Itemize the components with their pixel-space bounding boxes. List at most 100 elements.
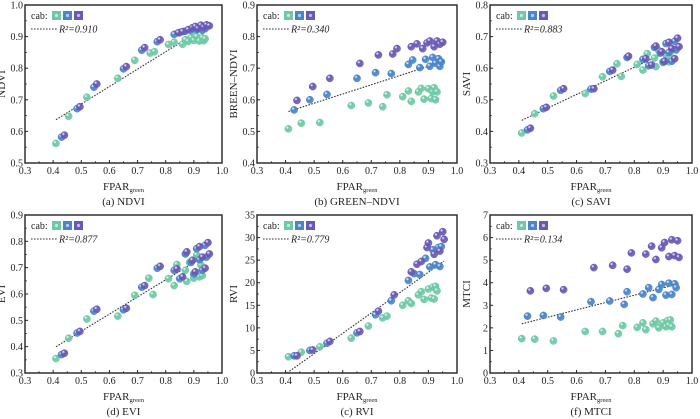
x-tick-label: 0.5 (75, 376, 88, 387)
legend-swatch-dot (297, 223, 302, 228)
series-cab-low (284, 83, 441, 133)
x-tick-label: 0.6 (336, 376, 349, 387)
data-point (556, 313, 565, 321)
y-tick-label: 20 (245, 278, 255, 289)
data-point (420, 295, 428, 304)
data-point (526, 286, 535, 295)
data-point (326, 337, 334, 346)
data-point (433, 231, 441, 240)
y-tick-label: 0.5 (11, 159, 24, 170)
x-tick-label: 0.5 (308, 376, 321, 387)
data-point (598, 327, 607, 336)
x-tick-label: 0.9 (422, 166, 435, 177)
data-point (398, 301, 407, 310)
legend-swatch-dot (530, 223, 535, 228)
data-point (204, 238, 212, 247)
x-tick-label: 0.4 (279, 166, 292, 177)
data-point (198, 253, 207, 261)
x-tick-label: 0.9 (657, 376, 670, 387)
legend-swatch-dot (286, 223, 291, 228)
legend-swatch-dot (65, 223, 70, 228)
data-point (293, 96, 301, 105)
data-point (374, 51, 383, 59)
data-point (605, 297, 614, 305)
data-point (181, 266, 190, 275)
x-tick-label: 1.0 (216, 376, 229, 387)
x-tick-label: 1.0 (686, 166, 699, 177)
data-point (549, 337, 558, 345)
y-tick-label: 0.8 (243, 32, 256, 43)
y-tick-label: 0.4 (11, 342, 24, 353)
y-tick-label: 0.9 (243, 1, 256, 12)
y-tick-label: 0.7 (11, 263, 24, 274)
data-point (170, 281, 179, 290)
data-point (670, 54, 679, 63)
data-point (114, 312, 122, 320)
x-tick-label: 0.3 (251, 376, 264, 387)
y-axis-title: NDVI (0, 70, 8, 98)
data-point (164, 274, 173, 283)
legend-r2: R²=0.910 (58, 25, 97, 36)
legend-swatch-dot (76, 223, 81, 228)
data-point (598, 72, 607, 81)
y-tick-label: 4 (483, 278, 488, 289)
series-cab-high (293, 227, 448, 360)
data-point (52, 354, 60, 363)
data-point (284, 125, 293, 133)
y-tick-label: 0.5 (243, 127, 256, 138)
data-point (641, 325, 650, 334)
data-point (581, 327, 590, 336)
x-tick-label: 1.0 (451, 376, 464, 387)
y-tick-label: 0 (483, 369, 488, 380)
legend: cab: R²=0.910 (31, 11, 97, 36)
y-tick-label: 0.6 (476, 64, 489, 75)
panel-a: 0.3 0.4 0.5 0.6 0.7 0.8 0.9 1.0 0.5 0.6 0.7 0.8 0.9 1… (0, 1, 228, 209)
y-tick-label: 0.6 (243, 95, 256, 106)
y-tick-label: 30 (245, 233, 255, 244)
panel-caption: (d) EVI (107, 406, 141, 418)
data-point (652, 255, 660, 264)
data-point (383, 312, 391, 320)
data-point (650, 54, 659, 62)
legend-label: cab: (263, 221, 280, 232)
legend-label: cab: (31, 11, 48, 22)
legend-swatch-dot (54, 223, 59, 228)
data-point (542, 103, 551, 112)
x-tick-label: 0.5 (308, 166, 321, 177)
data-point (156, 262, 164, 271)
data-point (652, 42, 660, 50)
x-tick-label: 0.8 (394, 166, 407, 177)
x-tick-label: 0.7 (599, 166, 612, 177)
data-point (130, 56, 139, 65)
x-tick-label: 0.9 (422, 376, 435, 387)
data-point (647, 61, 656, 69)
y-tick-label: 0 (250, 369, 255, 380)
data-point (666, 316, 675, 324)
y-tick-label: 0.9 (11, 32, 24, 43)
panel-f: 0.3 0.4 0.5 0.6 0.7 0.8 0.9 1.0 0 1 2 3 4 5 6 7 FPARgree… (461, 211, 698, 419)
y-axis-title: SAVI (461, 72, 473, 97)
data-point (438, 227, 447, 236)
x-tick-label: 0.7 (365, 166, 378, 177)
data-point (641, 250, 650, 258)
data-point (308, 82, 317, 91)
series-cab-high (293, 37, 447, 105)
data-point (517, 334, 526, 343)
data-point (436, 247, 444, 255)
data-point (122, 62, 131, 71)
y-axis-title: EVI (0, 285, 8, 304)
series-cab-high (526, 235, 683, 295)
data-point (144, 274, 153, 283)
x-tick-label: 0.5 (541, 376, 554, 387)
y-tick-label: 0.3 (476, 159, 489, 170)
x-tick-label: 1.0 (451, 166, 464, 177)
data-point (64, 334, 73, 343)
series-cab-low (52, 32, 209, 148)
legend-label: cab: (263, 11, 280, 22)
plot-frame (24, 214, 223, 374)
series-cab-mid (290, 53, 446, 114)
data-point (60, 131, 69, 140)
data-point (201, 264, 209, 273)
data-point (657, 47, 666, 56)
data-point (417, 257, 426, 266)
